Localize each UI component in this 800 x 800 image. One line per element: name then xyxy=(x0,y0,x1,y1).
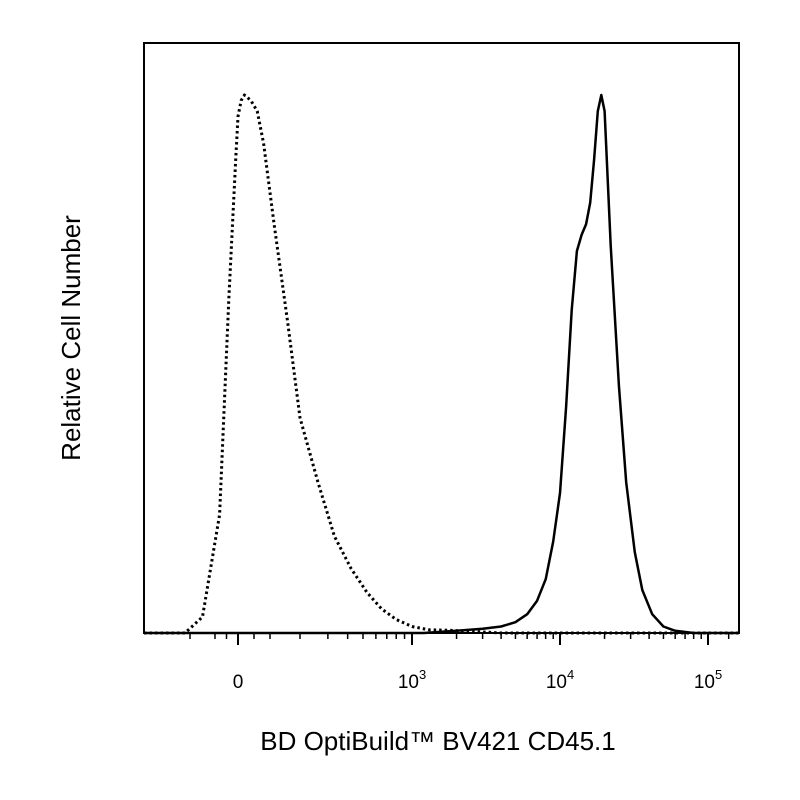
y-axis-title: Relative Cell Number xyxy=(56,215,86,461)
tick-label-group: 0 103 104 105 xyxy=(233,667,722,693)
x-axis-title: BD OptiBuild™ BV421 CD45.1 xyxy=(260,726,616,756)
control-histogram-line xyxy=(144,93,739,635)
x-tick-label: 105 xyxy=(694,667,722,693)
x-tick-label: 104 xyxy=(546,667,574,693)
series-group xyxy=(144,93,739,635)
stained-histogram-line xyxy=(144,93,739,635)
major-tick-group xyxy=(237,633,709,645)
x-tick-label: 0 xyxy=(233,672,244,693)
plot-frame xyxy=(143,42,740,634)
x-tick-label: 103 xyxy=(398,667,426,693)
